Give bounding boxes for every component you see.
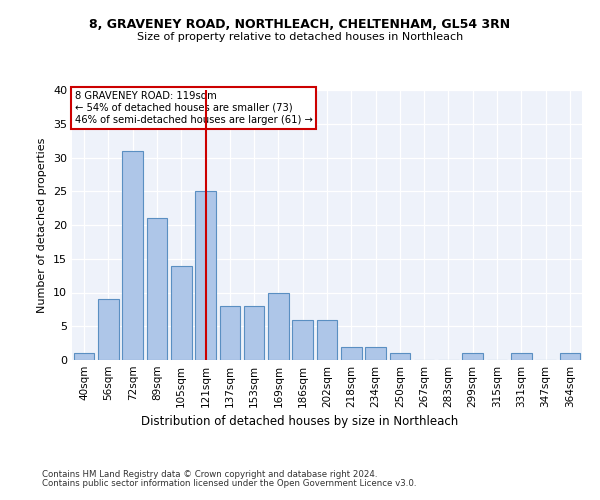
Text: 8, GRAVENEY ROAD, NORTHLEACH, CHELTENHAM, GL54 3RN: 8, GRAVENEY ROAD, NORTHLEACH, CHELTENHAM… bbox=[89, 18, 511, 30]
Text: Size of property relative to detached houses in Northleach: Size of property relative to detached ho… bbox=[137, 32, 463, 42]
Bar bbox=[341, 346, 362, 360]
Bar bbox=[171, 266, 191, 360]
Bar bbox=[268, 292, 289, 360]
Bar bbox=[244, 306, 265, 360]
Bar bbox=[365, 346, 386, 360]
Bar bbox=[220, 306, 240, 360]
Text: 8 GRAVENEY ROAD: 119sqm
← 54% of detached houses are smaller (73)
46% of semi-de: 8 GRAVENEY ROAD: 119sqm ← 54% of detache… bbox=[74, 92, 313, 124]
Bar bbox=[122, 151, 143, 360]
Bar bbox=[98, 299, 119, 360]
Bar bbox=[463, 353, 483, 360]
Y-axis label: Number of detached properties: Number of detached properties bbox=[37, 138, 47, 312]
Bar bbox=[511, 353, 532, 360]
Text: Contains HM Land Registry data © Crown copyright and database right 2024.: Contains HM Land Registry data © Crown c… bbox=[42, 470, 377, 479]
Bar bbox=[389, 353, 410, 360]
Bar bbox=[560, 353, 580, 360]
Bar bbox=[195, 191, 216, 360]
Bar bbox=[317, 320, 337, 360]
Bar bbox=[74, 353, 94, 360]
Text: Contains public sector information licensed under the Open Government Licence v3: Contains public sector information licen… bbox=[42, 479, 416, 488]
Bar bbox=[146, 218, 167, 360]
Bar bbox=[292, 320, 313, 360]
Text: Distribution of detached houses by size in Northleach: Distribution of detached houses by size … bbox=[142, 415, 458, 428]
